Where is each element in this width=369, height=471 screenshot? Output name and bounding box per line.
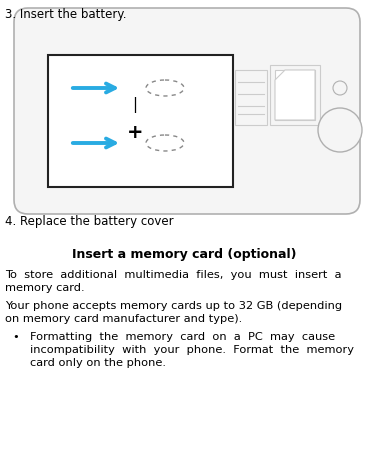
Text: To  store  additional  multimedia  files,  you  must  insert  a: To store additional multimedia files, yo… xyxy=(5,270,341,280)
Text: 4. Replace the battery cover: 4. Replace the battery cover xyxy=(5,215,174,228)
Text: on memory card manufacturer and type).: on memory card manufacturer and type). xyxy=(5,314,242,324)
Text: memory card.: memory card. xyxy=(5,283,85,293)
Text: +: + xyxy=(127,123,143,143)
Text: •: • xyxy=(12,332,19,342)
Bar xyxy=(275,70,315,120)
Circle shape xyxy=(318,108,362,152)
Text: Formatting  the  memory  card  on  a  PC  may  cause: Formatting the memory card on a PC may c… xyxy=(30,332,335,342)
Text: Insert a memory card (optional): Insert a memory card (optional) xyxy=(72,248,296,261)
Text: |: | xyxy=(132,97,138,113)
Text: Your phone accepts memory cards up to 32 GB (depending: Your phone accepts memory cards up to 32… xyxy=(5,301,342,311)
Text: incompatibility  with  your  phone.  Format  the  memory: incompatibility with your phone. Format … xyxy=(30,345,354,355)
Bar xyxy=(48,55,233,187)
Circle shape xyxy=(333,81,347,95)
Polygon shape xyxy=(275,70,315,120)
Text: 3. Insert the battery.: 3. Insert the battery. xyxy=(5,8,127,21)
Text: card only on the phone.: card only on the phone. xyxy=(30,358,166,368)
FancyBboxPatch shape xyxy=(14,8,360,214)
Bar xyxy=(270,65,320,125)
Bar xyxy=(235,70,267,125)
